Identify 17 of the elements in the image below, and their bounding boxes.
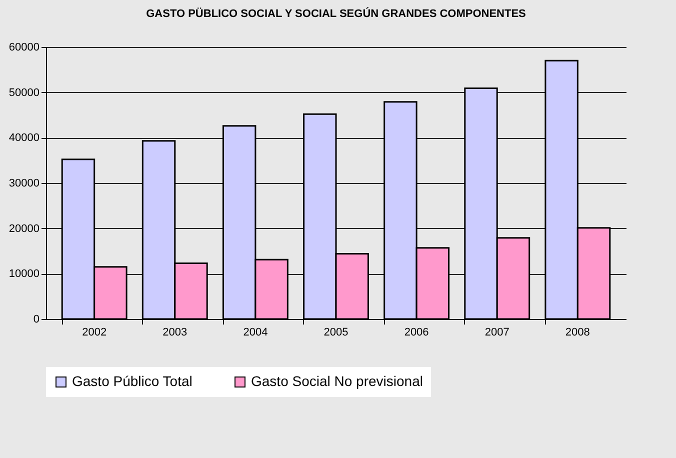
legend-label: Gasto Social No previsional <box>251 373 423 389</box>
y-tick-label: 0 <box>33 314 40 326</box>
x-tick-label: 2006 <box>404 326 429 338</box>
x-tick-label: 2008 <box>565 326 590 338</box>
y-tick-label: 60000 <box>8 42 40 54</box>
y-tick-label: 40000 <box>8 132 40 144</box>
legend-label: Gasto Público Total <box>72 373 192 389</box>
y-tick-label: 20000 <box>8 222 40 235</box>
x-tick-label: 2007 <box>484 326 510 338</box>
y-tick-label: 50000 <box>8 86 40 99</box>
y-tick-label: 30000 <box>8 178 40 190</box>
x-tick-label: 2002 <box>82 326 107 338</box>
x-tick-label: 2005 <box>324 326 348 338</box>
y-tick-label: 10000 <box>8 268 40 280</box>
chart-title: GASTO PÜBLICO SOCIAL Y SOCIAL SEGÚN GRANDES COMPONENTES <box>146 7 526 20</box>
x-tick-label: 2003 <box>162 326 188 338</box>
x-tick-label: 2004 <box>243 326 268 338</box>
